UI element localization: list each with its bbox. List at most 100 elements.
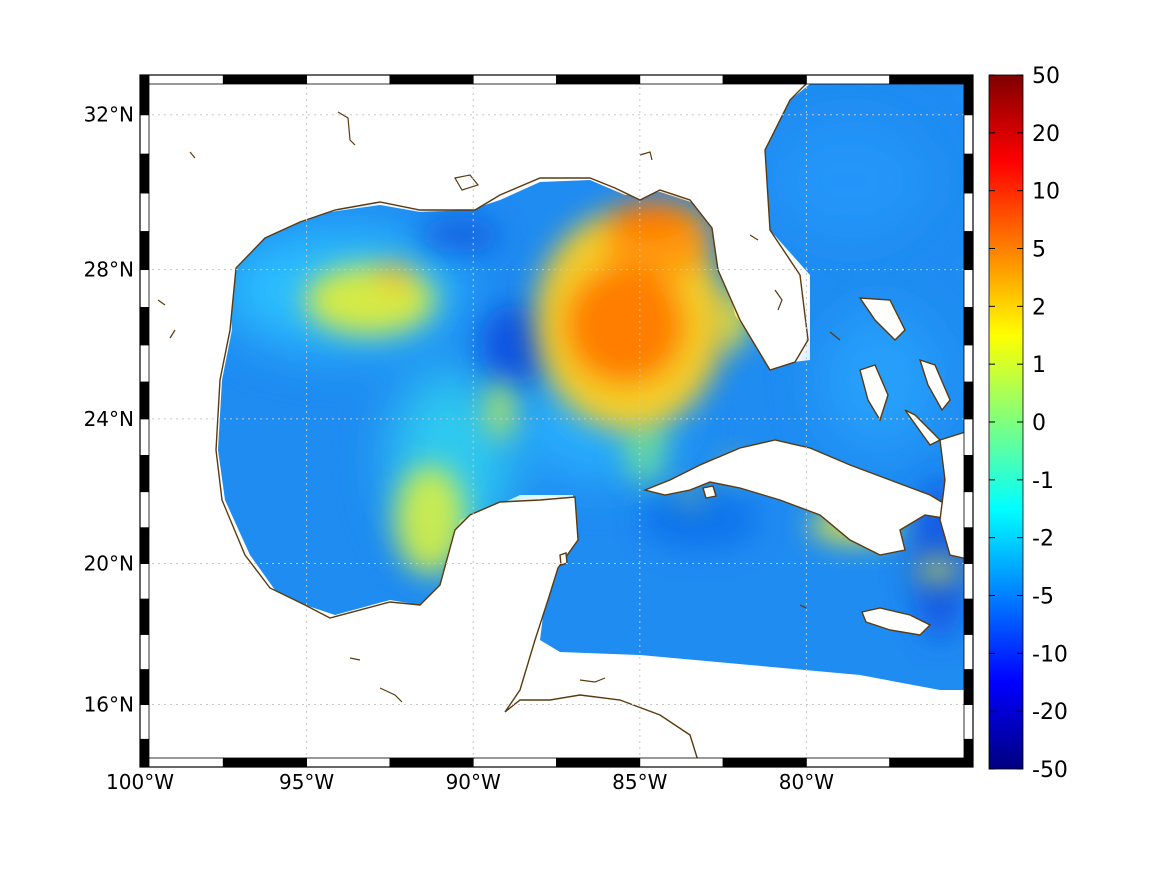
frame-segment-left bbox=[139, 418, 150, 456]
frame-segment-top bbox=[722, 74, 807, 85]
bahamas-exuma bbox=[904, 409, 942, 446]
frame-segment-left bbox=[139, 307, 150, 346]
colorbar-tick-label: -20 bbox=[1032, 700, 1068, 725]
frame-segment-left bbox=[139, 563, 150, 600]
frame-segment-bottom bbox=[222, 757, 308, 768]
frame-segment-right bbox=[963, 269, 974, 308]
frame-segment-right bbox=[963, 418, 974, 456]
frame-segment-right bbox=[963, 231, 974, 271]
colorbar-tick-label: -1 bbox=[1032, 469, 1054, 494]
frame-segment-left bbox=[139, 153, 150, 194]
frame-segment-right bbox=[963, 114, 974, 155]
frame-segment-top bbox=[472, 74, 557, 85]
x-tick-label: 90°W bbox=[446, 770, 501, 794]
isla-juventud bbox=[702, 485, 717, 499]
colorbar-tick-label: 1 bbox=[1032, 353, 1046, 378]
frame-segment-right bbox=[963, 598, 974, 635]
frame-segment-bottom bbox=[306, 757, 391, 768]
x-tick-label: 100°W bbox=[106, 770, 174, 794]
graticule bbox=[140, 75, 973, 767]
west-florida-shelf-high bbox=[610, 200, 690, 240]
colorbar-tick-label: -5 bbox=[1032, 585, 1054, 610]
y-tick-label: 24°N bbox=[84, 407, 134, 431]
frame-segment-bottom bbox=[639, 757, 724, 768]
frame-segment-right bbox=[963, 192, 974, 232]
colorbar-tick-label: 50 bbox=[1032, 64, 1060, 89]
frame-segment-right bbox=[963, 153, 974, 194]
x-tick-label: 85°W bbox=[612, 770, 667, 794]
frame-segment-left bbox=[139, 344, 150, 383]
frame-segment-top bbox=[639, 74, 724, 85]
frame-segment-left bbox=[139, 738, 150, 768]
colorbar-tick-label: -50 bbox=[1032, 758, 1068, 783]
colorbar-tick-label: 0 bbox=[1032, 411, 1046, 436]
y-axis-labels: 16°N 20°N 24°N 28°N 32°N bbox=[84, 103, 134, 717]
frame-segment-right bbox=[963, 563, 974, 600]
frame-segment-right bbox=[963, 527, 974, 564]
map-frame bbox=[139, 74, 974, 768]
frame-segment-top bbox=[389, 74, 474, 85]
frame-segment-left bbox=[139, 114, 150, 155]
frame-border bbox=[139, 74, 974, 768]
frame-segment-top bbox=[222, 74, 308, 85]
cuba-land bbox=[642, 439, 956, 556]
frame-segment-bottom bbox=[472, 757, 557, 768]
y-tick-label: 28°N bbox=[84, 258, 134, 282]
colorbar-tick-label: 2 bbox=[1032, 295, 1046, 320]
frame-segment-right bbox=[963, 491, 974, 529]
frame-segment-left bbox=[139, 491, 150, 529]
north-america-land bbox=[140, 75, 816, 767]
x-tick-label: 95°W bbox=[279, 770, 334, 794]
dark-zones bbox=[420, 217, 970, 640]
frame-segment-left bbox=[139, 381, 150, 420]
loop-current-high bbox=[565, 265, 685, 385]
frame-segment-top bbox=[306, 74, 391, 85]
colorbar-tick-label: 10 bbox=[1032, 180, 1060, 205]
land bbox=[140, 75, 973, 767]
frame-segment-right bbox=[963, 74, 974, 116]
frame-segment-bottom bbox=[389, 757, 474, 768]
campeche-moderate bbox=[395, 465, 465, 575]
jamaica-land bbox=[861, 607, 932, 636]
bahamas-abaco bbox=[858, 297, 906, 341]
frame-segment-left bbox=[139, 598, 150, 635]
frame-segment-top bbox=[556, 74, 641, 85]
frame-segment-bottom bbox=[806, 757, 891, 768]
frame-segment-right bbox=[963, 738, 974, 768]
frame-segment-right bbox=[963, 344, 974, 383]
colorbar-tick-label: 20 bbox=[1032, 122, 1060, 147]
frame-segment-left bbox=[139, 231, 150, 271]
frame-segment-left bbox=[139, 633, 150, 670]
frame-segment-right bbox=[963, 307, 974, 346]
frame-segment-left bbox=[139, 669, 150, 705]
frame-segment-right bbox=[963, 704, 974, 740]
texas-shelf-moderate bbox=[305, 265, 435, 335]
frame-segment-bottom bbox=[139, 757, 224, 768]
bahamas-eleuthera bbox=[918, 358, 951, 412]
x-axis-labels: 100°W 95°W 90°W 85°W 80°W bbox=[106, 770, 834, 794]
colorbar-tick-label: 5 bbox=[1032, 238, 1046, 263]
colorbar-tick-label: -2 bbox=[1032, 527, 1054, 552]
frame-segment-left bbox=[139, 704, 150, 740]
data-field bbox=[140, 75, 973, 767]
frame-segment-left bbox=[139, 192, 150, 232]
frame-segment-left bbox=[139, 74, 150, 116]
frame-segment-bottom bbox=[722, 757, 807, 768]
y-tick-label: 32°N bbox=[84, 103, 134, 127]
frame-segment-top bbox=[889, 74, 974, 85]
y-tick-label: 16°N bbox=[84, 693, 134, 717]
frame-segment-left bbox=[139, 527, 150, 564]
frame-segment-left bbox=[139, 269, 150, 308]
colorbar-tick-label: -10 bbox=[1032, 642, 1068, 667]
small-islands bbox=[157, 111, 841, 703]
frame-segment-top bbox=[139, 74, 224, 85]
frame-segment-bottom bbox=[889, 757, 974, 768]
frame-segment-left bbox=[139, 454, 150, 493]
yellow-zones bbox=[305, 263, 960, 580]
orange-zones bbox=[535, 200, 725, 430]
bahamas-andros bbox=[859, 364, 889, 422]
frame-segment-right bbox=[963, 381, 974, 420]
frame-segment-right bbox=[963, 669, 974, 705]
